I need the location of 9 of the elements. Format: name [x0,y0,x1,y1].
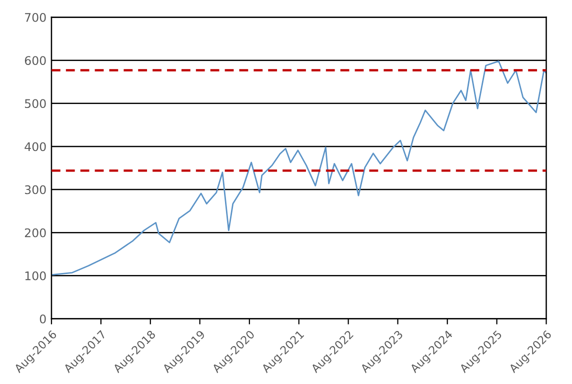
y-tick-label: 700 [25,13,46,22]
y-tick-label: 100 [25,271,46,280]
y-tick-label: 300 [24,185,46,194]
y-tick-label: 200 [24,228,46,238]
y-tick-label: 0 [40,314,46,324]
y-tick-label: 500 [24,99,46,108]
y-tick-label: 400 [24,142,46,152]
y-tick-label: 600 [24,56,46,65]
line-series [51,60,546,276]
